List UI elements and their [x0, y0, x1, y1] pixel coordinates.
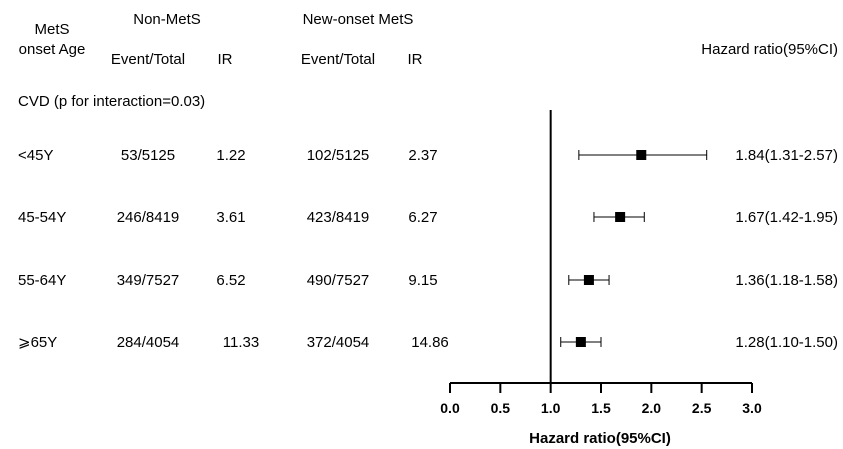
point-estimate: [583, 275, 594, 285]
new-onset-mets-header: New-onset MetS: [302, 11, 414, 28]
x-tick-label: 1.5: [591, 400, 611, 416]
point-estimate: [615, 212, 626, 222]
x-axis: 0.0 0.5 1.0 1.5 2.0 2.5 3.0: [440, 110, 762, 416]
x-tick-label: 2.5: [692, 400, 712, 416]
x-tick-label: 0.5: [491, 400, 511, 416]
non-mets-ir-header: IR: [217, 51, 233, 68]
x-axis-title: Hazard ratio(95%CI): [529, 430, 671, 447]
row-non-mets-event-total: 349/7527: [116, 272, 180, 289]
x-tick-label: 0.0: [440, 400, 460, 416]
row-new-onset-event-total: 423/8419: [306, 209, 370, 226]
row-new-onset-event-total: 490/7527: [306, 272, 370, 289]
plot-marks: [560, 150, 708, 347]
row-new-onset-ir: 9.15: [408, 272, 438, 289]
row-new-onset-event-total: 372/4054: [306, 334, 370, 351]
row-non-mets-ir: 3.61: [216, 209, 246, 226]
row-new-onset-event-total: 102/5125: [306, 147, 370, 164]
non-mets-header: Non-MetS: [133, 11, 201, 28]
new-onset-ir-header: IR: [407, 51, 423, 68]
group-label: CVD (p for interaction=0.03): [18, 93, 206, 110]
row-non-mets-ir: 11.33: [222, 334, 260, 351]
point-estimate: [636, 150, 647, 160]
row-age-label: 45-54Y: [18, 209, 67, 226]
row-non-mets-event-total: 53/5125: [120, 147, 176, 164]
row-age-label: 55-64Y: [18, 272, 67, 289]
age-header-line2: onset Age: [18, 41, 86, 58]
x-tick-label: 1.0: [541, 400, 561, 416]
row-hazard-ratio-text: 1.84(1.31-2.57): [735, 147, 838, 164]
non-mets-event-total-header: Event/Total: [110, 51, 186, 68]
row-non-mets-ir: 6.52: [216, 272, 246, 289]
row-non-mets-event-total: 284/4054: [116, 334, 180, 351]
x-tick-label: 2.0: [642, 400, 662, 416]
hazard-ratio-column-header: Hazard ratio(95%CI): [701, 41, 838, 58]
row-new-onset-ir: 6.27: [408, 209, 438, 226]
age-header-line1: MetS: [34, 21, 70, 38]
row-age-label: <45Y: [18, 147, 54, 164]
point-estimate: [575, 337, 586, 347]
new-onset-event-total-header: Event/Total: [300, 51, 376, 68]
row-non-mets-ir: 1.22: [216, 147, 246, 164]
row-new-onset-ir: 2.37: [408, 147, 438, 164]
row-hazard-ratio-text: 1.36(1.18-1.58): [735, 272, 838, 289]
x-tick-label: 3.0: [742, 400, 762, 416]
row-hazard-ratio-text: 1.67(1.42-1.95): [735, 209, 838, 226]
row-age-label: ⩾65Y: [18, 334, 58, 351]
row-non-mets-event-total: 246/8419: [116, 209, 180, 226]
row-new-onset-ir: 14.86: [411, 334, 449, 351]
row-hazard-ratio-text: 1.28(1.10-1.50): [735, 334, 838, 351]
